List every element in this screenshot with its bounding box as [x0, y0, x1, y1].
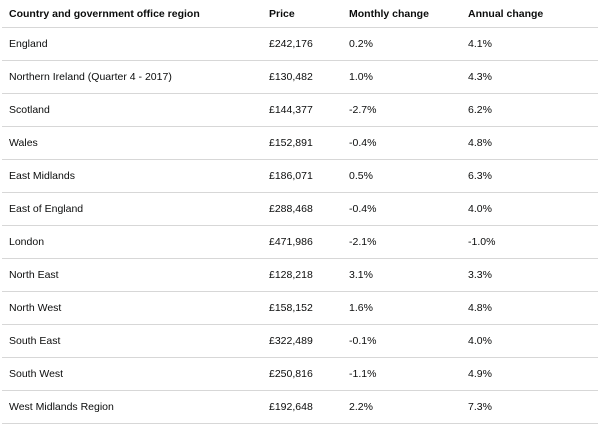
- cell-region: South East: [9, 335, 61, 347]
- cell-monthly-change: -0.4%: [349, 137, 377, 149]
- table-row: South East £322,489 -0.1% 4.0%: [2, 325, 598, 358]
- cell-price: £288,468: [269, 203, 313, 215]
- cell-annual-change: 6.3%: [468, 170, 492, 182]
- cell-price: £471,986: [269, 236, 313, 248]
- cell-monthly-change: 1.0%: [349, 71, 373, 83]
- cell-monthly-change: -0.4%: [349, 203, 377, 215]
- cell-annual-change: 3.3%: [468, 269, 492, 281]
- cell-monthly-change: 1.6%: [349, 302, 373, 314]
- table-row: Scotland £144,377 -2.7% 6.2%: [2, 94, 598, 127]
- cell-region: Wales: [9, 137, 38, 149]
- cell-annual-change: 4.0%: [468, 203, 492, 215]
- cell-monthly-change: -2.7%: [349, 104, 377, 116]
- header-price: Price: [269, 7, 295, 20]
- table-header-row: Country and government office region Pri…: [2, 0, 598, 28]
- cell-monthly-change: 0.2%: [349, 38, 373, 50]
- cell-annual-change: 4.0%: [468, 335, 492, 347]
- cell-monthly-change: -1.1%: [349, 368, 377, 380]
- cell-region: London: [9, 236, 45, 248]
- table-row: South West £250,816 -1.1% 4.9%: [2, 358, 598, 391]
- table-row: Northern Ireland (Quarter 4 - 2017) £130,…: [2, 61, 598, 94]
- cell-annual-change: 4.3%: [468, 71, 492, 83]
- table-row: Wales £152,891 -0.4% 4.8%: [2, 127, 598, 160]
- cell-price: £130,482: [269, 71, 313, 83]
- cell-price: £242,176: [269, 38, 313, 50]
- cell-monthly-change: 0.5%: [349, 170, 373, 182]
- cell-annual-change: 4.8%: [468, 137, 492, 149]
- cell-price: £152,891: [269, 137, 313, 149]
- cell-price: £322,489: [269, 335, 313, 347]
- cell-price: £192,648: [269, 401, 313, 413]
- cell-region: East Midlands: [9, 170, 75, 182]
- cell-price: £144,377: [269, 104, 313, 116]
- header-annual-change: Annual change: [468, 7, 544, 20]
- header-monthly-change: Monthly change: [349, 7, 429, 20]
- cell-region: South West: [9, 368, 64, 380]
- cell-price: £250,816: [269, 368, 313, 380]
- cell-annual-change: 4.9%: [468, 368, 492, 380]
- cell-region: North West: [9, 302, 62, 314]
- cell-monthly-change: 2.2%: [349, 401, 373, 413]
- cell-monthly-change: 3.1%: [349, 269, 373, 281]
- table-row: West Midlands Region £192,648 2.2% 7.3%: [2, 391, 598, 424]
- cell-region: North East: [9, 269, 59, 281]
- table-row: North West £158,152 1.6% 4.8%: [2, 292, 598, 325]
- cell-price: £158,152: [269, 302, 313, 314]
- table-body: England £242,176 0.2% 4.1% Northern Ireland …: [2, 28, 598, 424]
- cell-monthly-change: -2.1%: [349, 236, 377, 248]
- cell-annual-change: 7.3%: [468, 401, 492, 413]
- cell-region: England: [9, 38, 48, 50]
- table-row: London £471,986 -2.1% -1.0%: [2, 226, 598, 259]
- header-region: Country and government office region: [9, 7, 200, 20]
- table-row: England £242,176 0.2% 4.1%: [2, 28, 598, 61]
- cell-region: Northern Ireland (Quarter 4 - 2017): [9, 71, 172, 83]
- table-row: East of England £288,468 -0.4% 4.0%: [2, 193, 598, 226]
- cell-annual-change: 4.1%: [468, 38, 492, 50]
- cell-monthly-change: -0.1%: [349, 335, 377, 347]
- cell-region: East of England: [9, 203, 84, 215]
- cell-region: West Midlands Region: [9, 401, 114, 413]
- cell-annual-change: 6.2%: [468, 104, 492, 116]
- cell-price: £128,218: [269, 269, 313, 281]
- cell-price: £186,071: [269, 170, 313, 182]
- table-row: North East £128,218 3.1% 3.3%: [2, 259, 598, 292]
- cell-annual-change: -1.0%: [468, 236, 496, 248]
- cell-annual-change: 4.8%: [468, 302, 492, 314]
- cell-region: Scotland: [9, 104, 50, 116]
- table-row: East Midlands £186,071 0.5% 6.3%: [2, 160, 598, 193]
